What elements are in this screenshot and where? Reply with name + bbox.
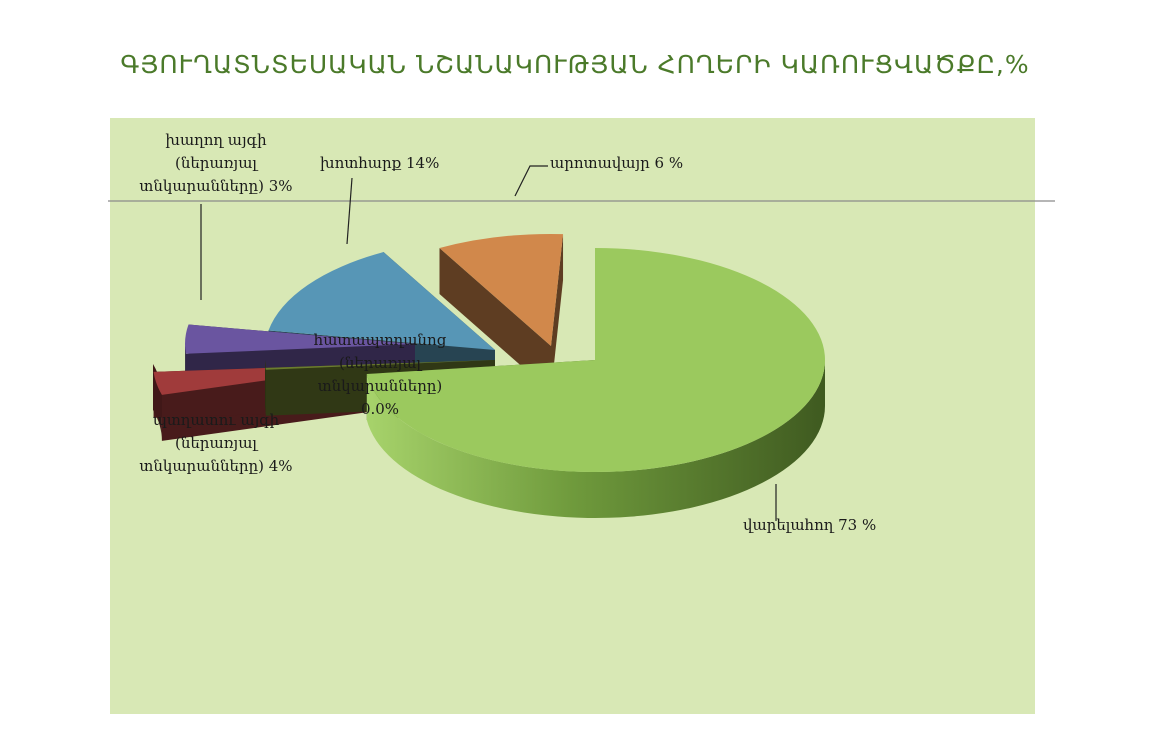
slice-arable-top (366, 248, 825, 472)
slice-pasture-wall (551, 234, 564, 392)
slice-vineyard-top (184, 324, 415, 354)
chart-title: ԳՅՈՒՂԱՏՆՏԵՍԱԿԱՆ ՆՇԱՆԱԿՈՒԹՅԱՆ ՀՈՂԵՐԻ ԿԱՌՈ… (120, 50, 1030, 79)
data-label-pasture: արոտավայր 6 % (550, 154, 683, 172)
slice-pasture (439, 234, 564, 392)
leader-line-pasture (514, 165, 548, 197)
data-label-vineyard: (ներառյալ (175, 154, 258, 172)
data-label-berry: (ներառյալ (339, 354, 422, 372)
slice-arable (366, 248, 825, 518)
slice-pasture-wall (439, 248, 551, 392)
data-label-orchard: (ներառյալ (175, 434, 258, 452)
data-label-orchard: պտղատու այգի (153, 411, 280, 429)
data-label-hayfield: խոտհարք 14% (320, 154, 439, 172)
slice-berry-front (265, 360, 266, 416)
data-label-orchard: տնկարանները) 4% (139, 457, 292, 475)
data-label-vineyard: տնկարանները) 3% (139, 177, 292, 195)
slice-berry-top (265, 360, 495, 370)
slice-pasture-top (439, 234, 564, 346)
data-label-berry: տնկարանները) (318, 377, 443, 395)
data-label-arable: վարելահող 73 % (743, 516, 876, 534)
slice-arable-rim (366, 360, 825, 518)
slice-hayfield-top (268, 252, 495, 350)
leader-line-hayfield (346, 177, 353, 245)
data-label-berry: հատապտղանոց (314, 331, 447, 349)
data-label-berry: 0.0% (361, 400, 399, 418)
data-label-vineyard: խաղող այգի (165, 131, 267, 149)
